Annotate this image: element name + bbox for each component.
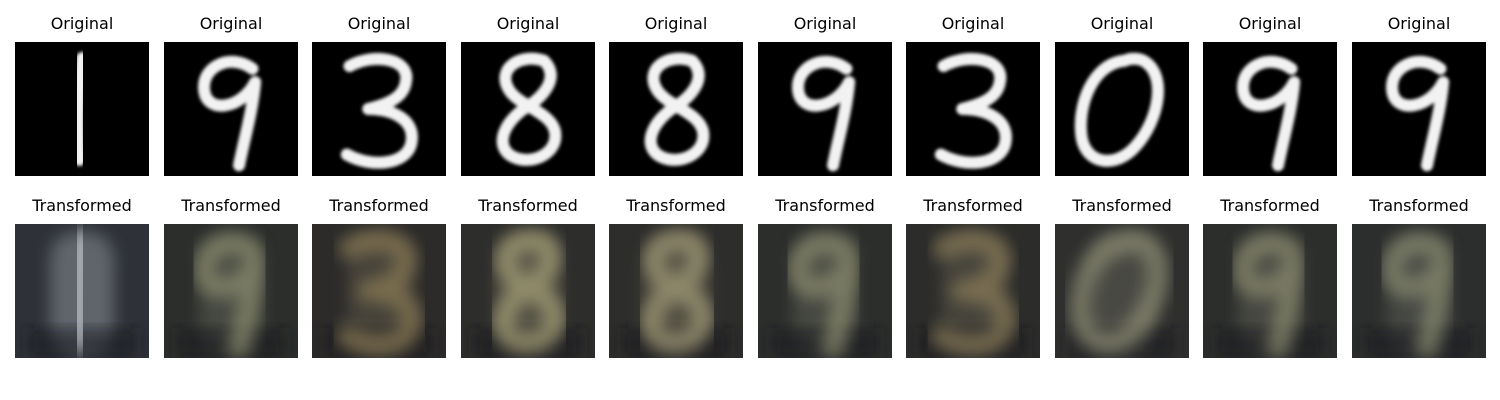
original-image-10 (1352, 42, 1486, 176)
transformed-title-7: Transformed (923, 196, 1023, 215)
original-title-2: Original (199, 14, 263, 33)
original-image-9 (1203, 42, 1337, 176)
original-title-7: Original (941, 14, 1005, 33)
transformed-image-7 (906, 224, 1040, 358)
transformed-title-10: Transformed (1369, 196, 1469, 215)
transformed-image-2 (164, 224, 298, 358)
original-title-8: Original (1090, 14, 1154, 33)
original-image-4 (461, 42, 595, 176)
transformed-title-8: Transformed (1072, 196, 1172, 215)
original-image-3 (312, 42, 446, 176)
transformed-title-3: Transformed (329, 196, 429, 215)
transformed-title-6: Transformed (775, 196, 875, 215)
transformed-image-4 (461, 224, 595, 358)
original-title-4: Original (496, 14, 560, 33)
original-title-5: Original (644, 14, 708, 33)
original-image-1 (15, 42, 149, 176)
transformed-image-3 (312, 224, 446, 358)
original-image-2 (164, 42, 298, 176)
original-image-8 (1055, 42, 1189, 176)
transformed-image-10 (1352, 224, 1486, 358)
original-title-1: Original (50, 14, 114, 33)
original-title-10: Original (1387, 14, 1451, 33)
transformed-image-9 (1203, 224, 1337, 358)
transformed-image-5 (609, 224, 743, 358)
transformed-title-2: Transformed (181, 196, 281, 215)
transformed-title-9: Transformed (1220, 196, 1320, 215)
original-image-6 (758, 42, 892, 176)
transformed-title-4: Transformed (478, 196, 578, 215)
transformed-image-6 (758, 224, 892, 358)
transformed-image-8 (1055, 224, 1189, 358)
original-image-7 (906, 42, 1040, 176)
original-image-5 (609, 42, 743, 176)
transformed-title-1: Transformed (32, 196, 132, 215)
original-title-3: Original (347, 14, 411, 33)
transformed-image-1 (15, 224, 149, 358)
original-title-9: Original (1238, 14, 1302, 33)
original-title-6: Original (793, 14, 857, 33)
transformed-title-5: Transformed (626, 196, 726, 215)
